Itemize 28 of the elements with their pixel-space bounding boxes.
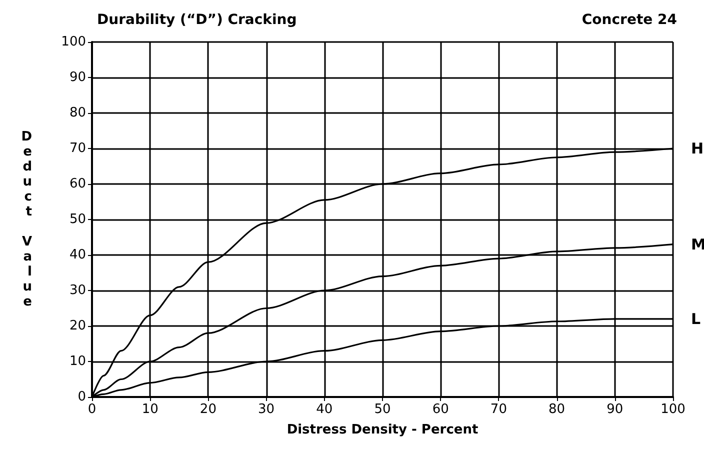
chart-title: Durability (“D”) Cracking (97, 12, 297, 28)
y-tick-label: 20 (69, 318, 86, 334)
y-tick-label: 60 (69, 176, 86, 192)
x-tick-label: 30 (258, 402, 275, 417)
y-tick-label: 50 (69, 212, 86, 227)
y-tick-label: 40 (69, 248, 86, 262)
x-tick-label: 70 (490, 402, 507, 417)
chart-subtitle: Concrete 24 (582, 12, 678, 28)
x-axis-title: Distress Density - Percent (286, 422, 478, 438)
x-tick-label: 60 (432, 402, 449, 417)
x-tick-label: 0 (88, 402, 96, 417)
y-tick-label: 80 (69, 106, 86, 120)
text: Deduct Value (21, 130, 32, 310)
x-tick-label: 80 (548, 402, 566, 417)
series-label: H (691, 140, 704, 158)
y-tick-label: 30 (69, 283, 86, 298)
y-tick-label: 0 (78, 390, 86, 404)
y-tick-label: 100 (61, 34, 86, 50)
y-tick-label: 70 (69, 141, 86, 156)
x-tick-label: 10 (142, 402, 158, 417)
y-tick-label: 10 (69, 354, 86, 369)
x-tick-label: 50 (374, 402, 391, 417)
y-tick-label: 90 (69, 70, 86, 85)
x-tick-label: 100 (660, 402, 686, 417)
series-label: L (691, 310, 701, 328)
x-tick-label: 40 (316, 402, 333, 417)
x-tick-label: 90 (606, 402, 624, 417)
x-tick-label: 20 (200, 402, 216, 417)
